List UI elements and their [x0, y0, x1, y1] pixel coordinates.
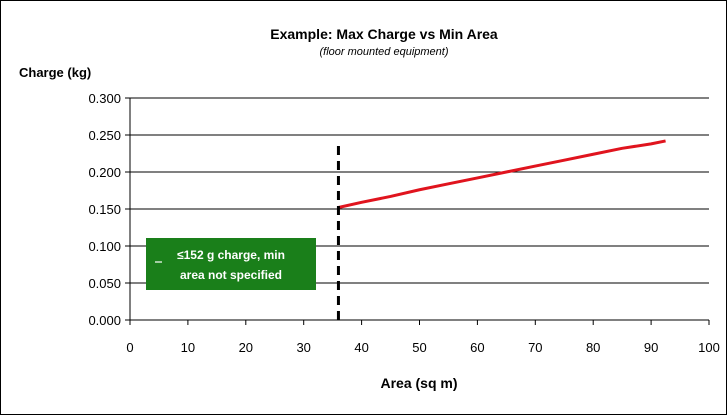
y-tick-label: 0.200 — [88, 165, 121, 180]
axes — [125, 97, 710, 325]
x-tick-label: 30 — [296, 340, 310, 355]
x-tick-labels: 0 10 20 30 40 50 60 70 80 90 100 — [126, 340, 719, 355]
y-tick-label: 0.150 — [88, 202, 121, 217]
x-tick-label: 0 — [126, 340, 133, 355]
x-tick-label: 80 — [586, 340, 600, 355]
chart-title: Example: Max Charge vs Min Area — [270, 26, 498, 42]
x-tick-label: 100 — [698, 340, 720, 355]
y-axis-label: Charge (kg) — [19, 65, 91, 80]
annotation-box: ≤152 g charge, min area not specified — [146, 238, 316, 290]
y-tick-label: 0.100 — [88, 239, 121, 254]
annotation-line-1: ≤152 g charge, min — [177, 248, 285, 262]
y-tick-label: 0.050 — [88, 276, 121, 291]
y-tick-labels: 0.000 0.050 0.100 0.150 0.200 0.250 0.300 — [88, 91, 121, 328]
y-tick-label: 0.250 — [88, 128, 121, 143]
x-tick-label: 90 — [644, 340, 658, 355]
x-tick-label: 50 — [412, 340, 426, 355]
series — [338, 139, 666, 209]
x-tick-label: 10 — [181, 340, 195, 355]
x-tick-label: 60 — [470, 340, 484, 355]
y-tick-label: 0.300 — [88, 91, 121, 106]
x-tick-label: 40 — [354, 340, 368, 355]
series-line — [338, 139, 666, 209]
annotation-line-2: area not specified — [180, 268, 282, 282]
y-tick-label: 0.000 — [88, 313, 121, 328]
annotation-background — [146, 238, 316, 290]
chart-subtitle: (floor mounted equipment) — [319, 46, 448, 58]
x-tick-label: 20 — [239, 340, 253, 355]
x-tick-label: 70 — [528, 340, 542, 355]
x-axis-label: Area (sq m) — [380, 375, 457, 391]
